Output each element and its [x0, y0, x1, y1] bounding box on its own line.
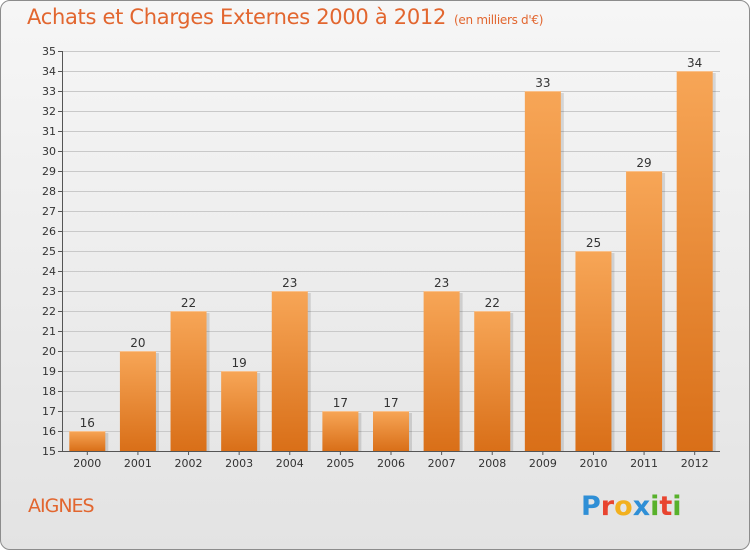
bars	[69, 71, 716, 451]
logo-letter: i	[650, 491, 660, 522]
bar	[271, 291, 308, 451]
y-tick-label: 28	[42, 185, 56, 198]
logo-letter: r	[600, 491, 615, 522]
bar	[626, 171, 663, 451]
y-tick-label: 19	[42, 365, 56, 378]
y-tick-label: 27	[42, 205, 56, 218]
x-tick-label: 2000	[73, 457, 101, 470]
bar	[373, 411, 409, 451]
x-tick-label: 2009	[529, 457, 557, 470]
bar-value-label: 33	[535, 76, 550, 90]
logo-letter: x	[632, 491, 651, 522]
y-tick-label: 26	[42, 225, 56, 238]
bar	[322, 411, 359, 451]
y-tick-label: 35	[42, 45, 56, 58]
bar-value-label: 25	[586, 236, 601, 250]
bar	[221, 371, 258, 451]
chart-title: Achats et Charges Externes 2000 à 2012 (e…	[27, 5, 543, 29]
y-tick-label: 32	[42, 105, 56, 118]
bar-value-label: 16	[80, 416, 95, 430]
commune-name: AIGNES	[28, 495, 95, 517]
proxiti-logo: Proxiti	[581, 491, 682, 522]
grid-lines	[62, 51, 720, 452]
x-tick-label: 2008	[478, 457, 506, 470]
bar-value-label: 17	[333, 396, 348, 410]
bar-value-label: 23	[282, 276, 297, 290]
bar-value-label: 20	[130, 336, 145, 350]
bar	[524, 91, 561, 451]
bar-value-label: 22	[485, 296, 500, 310]
bar	[423, 291, 460, 451]
y-tick-label: 16	[42, 425, 56, 438]
y-tick-label: 34	[42, 65, 56, 78]
y-tick-label: 21	[42, 325, 56, 338]
y-tick-label: 18	[42, 385, 56, 398]
y-tick-label: 29	[42, 165, 56, 178]
bar-value-label: 19	[232, 356, 247, 370]
x-tick-label: 2012	[681, 457, 709, 470]
bar	[69, 431, 106, 451]
y-tick-label: 31	[42, 125, 56, 138]
x-tick-label: 2004	[276, 457, 304, 470]
bar	[119, 351, 156, 451]
logo-letter: P	[581, 491, 601, 522]
bar-value-label: 29	[636, 156, 651, 170]
x-tick-label: 2006	[377, 457, 405, 470]
y-tick-label: 17	[42, 405, 56, 418]
axes	[58, 51, 720, 455]
bar-value-label: 22	[181, 296, 196, 310]
bar	[474, 311, 511, 451]
y-tick-label: 20	[42, 345, 56, 358]
y-tick-label: 33	[42, 85, 56, 98]
y-tick-label: 30	[42, 145, 56, 158]
x-tick-label: 2005	[326, 457, 354, 470]
bar-value-label: 34	[687, 56, 702, 70]
y-tick-label: 25	[42, 245, 56, 258]
logo-letter: i	[672, 491, 682, 522]
bar	[170, 311, 207, 451]
logo-letter: t	[659, 491, 673, 522]
logo-letter: o	[614, 491, 633, 522]
bar	[676, 71, 713, 451]
x-tick-label: 2007	[428, 457, 456, 470]
x-tick-label: 2011	[630, 457, 658, 470]
y-tick-label: 23	[42, 285, 56, 298]
y-tick-label: 24	[42, 265, 56, 278]
labels: 15 16 17 18 19 20 21 22 23 24 25 26 27 28 29 30 31 32 33 34…	[42, 45, 709, 470]
x-tick-label: 2001	[124, 457, 152, 470]
bar	[575, 251, 612, 451]
bar-value-label: 23	[434, 276, 449, 290]
x-tick-label: 2003	[225, 457, 253, 470]
bar-value-label: 17	[383, 396, 398, 410]
x-tick-label: 2010	[579, 457, 607, 470]
chart-title-text: Achats et Charges Externes 2000 à 2012	[27, 5, 447, 29]
x-tick-label: 2002	[175, 457, 203, 470]
y-tick-label: 15	[42, 445, 56, 458]
chart-unit: (en milliers d'€)	[454, 13, 544, 27]
y-tick-label: 22	[42, 305, 56, 318]
